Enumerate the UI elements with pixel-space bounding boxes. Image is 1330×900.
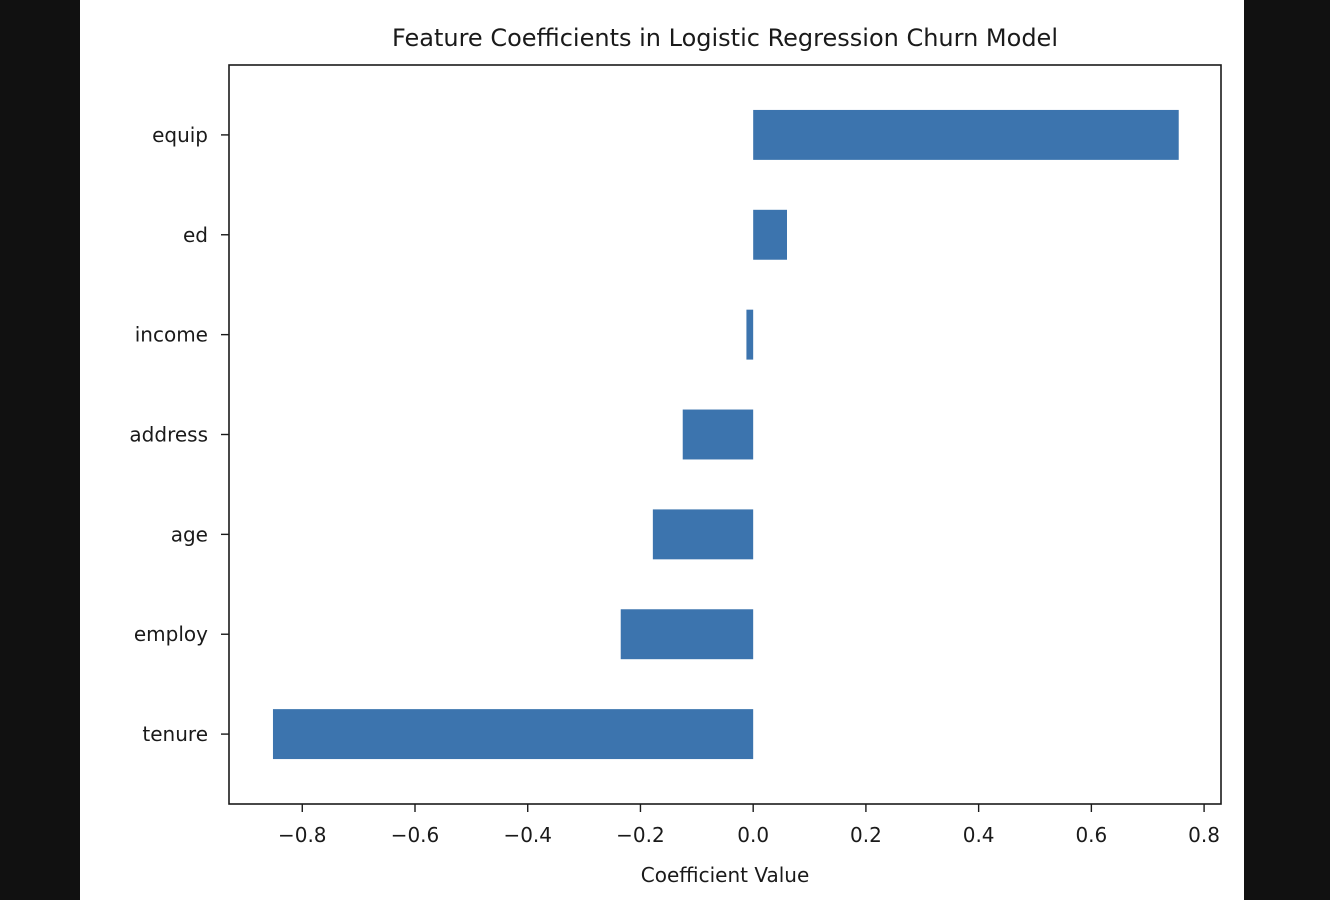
chart-title: Feature Coefficients in Logistic Regress… (392, 24, 1058, 52)
bar-employ (620, 609, 754, 660)
bar-equip (753, 109, 1179, 160)
x-tick-label: −0.8 (278, 823, 327, 847)
x-axis-label: Coefficient Value (641, 863, 810, 887)
x-tick-label: −0.2 (616, 823, 665, 847)
y-tick-label: equip (152, 123, 208, 147)
x-tick-label: 0.8 (1188, 823, 1220, 847)
x-tick-label: 0.4 (963, 823, 995, 847)
bar-age (652, 509, 754, 560)
bar-ed (753, 209, 787, 260)
x-tick-label: 0.6 (1075, 823, 1107, 847)
y-tick-label: address (129, 423, 208, 447)
x-axis-ticks: −0.8 −0.6 −0.4 −0.2 0.0 0.2 0.4 0.6 0.8 (278, 804, 1220, 847)
bar-income (746, 309, 754, 360)
y-axis-ticks: tenure employ age address income ed equip (129, 123, 229, 746)
bar-tenure (272, 709, 754, 760)
y-tick-label: ed (183, 223, 208, 247)
y-tick-label: tenure (142, 722, 208, 746)
chart-figure: Feature Coefficients in Logistic Regress… (80, 0, 1244, 900)
y-tick-label: income (135, 323, 208, 347)
bar-address (682, 409, 754, 460)
x-tick-label: −0.6 (391, 823, 440, 847)
x-tick-label: −0.4 (503, 823, 552, 847)
x-tick-label: 0.2 (850, 823, 882, 847)
y-tick-label: employ (134, 622, 208, 646)
bars-layer (272, 109, 1179, 760)
y-tick-label: age (171, 522, 208, 546)
plot-frame (228, 64, 1222, 805)
x-tick-label: 0.0 (737, 823, 769, 847)
bar-chart: Feature Coefficients in Logistic Regress… (129, 24, 1222, 887)
